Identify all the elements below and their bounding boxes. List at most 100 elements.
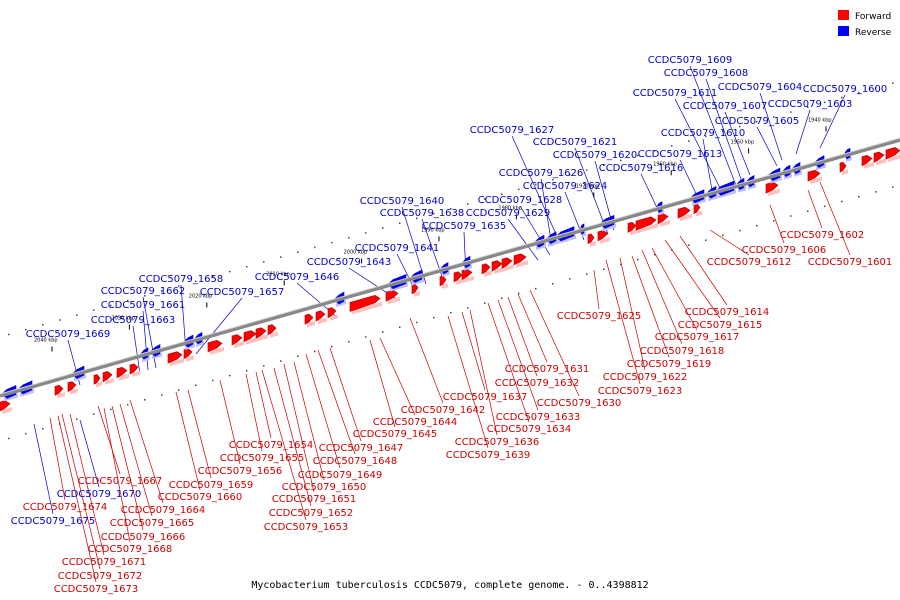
forward-gene-label[interactable]: CCDC5079_1623: [598, 386, 683, 397]
reverse-gene-label[interactable]: CCDC5079_1608: [664, 68, 749, 79]
reverse-gene-label[interactable]: CCDC5079_1638: [380, 208, 465, 219]
reverse-gene-label[interactable]: CCDC5079_1621: [533, 137, 618, 148]
forward-gene-arrow[interactable]: [481, 263, 491, 275]
reverse-gene-label[interactable]: CCDC5079_1607: [683, 101, 768, 112]
forward-gene-arrow[interactable]: [501, 257, 513, 269]
forward-gene-arrow[interactable]: [807, 169, 821, 182]
reverse-gene-label[interactable]: CCDC5079_1613: [638, 149, 723, 160]
forward-gene-arrow[interactable]: [93, 374, 101, 385]
reverse-gene-label[interactable]: CCDC5079_1603: [768, 99, 853, 110]
reverse-gene-label[interactable]: CCDC5079_1624: [523, 181, 608, 192]
forward-gene-arrow[interactable]: [267, 324, 277, 336]
forward-gene-label[interactable]: CCDC5079_1618: [640, 346, 725, 357]
reverse-gene-label[interactable]: CCDC5079_1605: [715, 116, 800, 127]
forward-gene-label[interactable]: CCDC5079_1647: [319, 443, 404, 454]
forward-gene-label[interactable]: CCDC5079_1634: [487, 424, 572, 435]
reverse-gene-label[interactable]: CCDC5079_1610: [661, 128, 746, 139]
forward-gene-label[interactable]: CCDC5079_1639: [446, 450, 531, 461]
forward-gene-label[interactable]: CCDC5079_1667: [78, 476, 163, 487]
forward-gene-arrow[interactable]: [349, 295, 381, 312]
forward-gene-label[interactable]: CCDC5079_1617: [655, 332, 740, 343]
forward-gene-label[interactable]: CCDC5079_1666: [101, 532, 186, 543]
forward-gene-label[interactable]: CCDC5079_1614: [685, 307, 770, 318]
forward-gene-label[interactable]: CCDC5079_1651: [272, 494, 357, 505]
forward-gene-label[interactable]: CCDC5079_1649: [298, 470, 383, 481]
reverse-gene-label[interactable]: CCDC5079_1670: [57, 489, 142, 500]
reverse-gene-label[interactable]: CCDC5079_1626: [499, 168, 584, 179]
reverse-gene-label[interactable]: CCDC5079_1628: [478, 195, 563, 206]
forward-gene-label[interactable]: CCDC5079_1625: [557, 311, 642, 322]
forward-gene-arrow[interactable]: [67, 381, 77, 393]
forward-gene-arrow[interactable]: [315, 310, 326, 322]
reverse-gene-label[interactable]: CCDC5079_1627: [470, 125, 555, 136]
reverse-gene-label[interactable]: CCDC5079_1616: [599, 163, 684, 174]
forward-gene-label[interactable]: CCDC5079_1656: [198, 466, 283, 477]
forward-gene-arrow[interactable]: [873, 151, 885, 163]
reverse-gene-label[interactable]: CCDC5079_1658: [139, 274, 224, 285]
forward-gene-arrow[interactable]: [102, 371, 113, 383]
forward-gene-arrow[interactable]: [491, 260, 503, 272]
forward-gene-label[interactable]: CCDC5079_1671: [62, 557, 147, 568]
forward-gene-label[interactable]: CCDC5079_1672: [58, 571, 143, 582]
forward-gene-arrow[interactable]: [54, 384, 64, 396]
forward-gene-arrow[interactable]: [627, 221, 637, 233]
forward-gene-label[interactable]: CCDC5079_1601: [808, 257, 893, 268]
forward-gene-label[interactable]: CCDC5079_1665: [110, 518, 195, 529]
forward-gene-label[interactable]: CCDC5079_1632: [495, 378, 580, 389]
forward-gene-label[interactable]: CCDC5079_1637: [443, 392, 528, 403]
forward-gene-label[interactable]: CCDC5079_1619: [627, 359, 712, 370]
forward-gene-label[interactable]: CCDC5079_1631: [505, 364, 590, 375]
forward-gene-label[interactable]: CCDC5079_1655: [220, 453, 305, 464]
reverse-gene-label[interactable]: CCDC5079_1661: [101, 300, 186, 311]
forward-gene-label[interactable]: CCDC5079_1615: [678, 320, 763, 331]
forward-gene-label[interactable]: CCDC5079_1602: [780, 230, 865, 241]
forward-gene-label[interactable]: CCDC5079_1642: [401, 405, 486, 416]
forward-gene-label[interactable]: CCDC5079_1659: [169, 480, 254, 491]
forward-gene-arrow[interactable]: [116, 366, 128, 379]
reverse-gene-label[interactable]: CCDC5079_1657: [200, 287, 285, 298]
forward-gene-arrow[interactable]: [327, 307, 337, 319]
reverse-gene-label[interactable]: CCDC5079_1643: [307, 257, 392, 268]
forward-gene-label[interactable]: CCDC5079_1644: [373, 417, 458, 428]
forward-gene-arrow[interactable]: [587, 233, 595, 245]
forward-gene-label[interactable]: CCDC5079_1664: [121, 505, 206, 516]
forward-gene-label[interactable]: CCDC5079_1674: [23, 502, 108, 513]
reverse-gene-label[interactable]: CCDC5079_1620: [553, 150, 638, 161]
forward-gene-arrow[interactable]: [513, 253, 527, 266]
reverse-gene-label[interactable]: CCDC5079_1611: [633, 88, 718, 99]
reverse-gene-label[interactable]: CCDC5079_1609: [648, 55, 733, 66]
reverse-gene-label[interactable]: CCDC5079_1640: [360, 196, 445, 207]
forward-gene-label[interactable]: CCDC5079_1612: [707, 257, 792, 268]
forward-gene-label[interactable]: CCDC5079_1668: [88, 544, 173, 555]
forward-gene-arrow[interactable]: [167, 351, 183, 364]
forward-gene-arrow[interactable]: [231, 334, 243, 346]
forward-gene-label[interactable]: CCDC5079_1636: [455, 437, 540, 448]
forward-gene-label[interactable]: CCDC5079_1660: [158, 492, 243, 503]
reverse-gene-label[interactable]: CCDC5079_1669: [26, 329, 111, 340]
forward-gene-label[interactable]: CCDC5079_1633: [496, 412, 581, 423]
reverse-gene-label[interactable]: CCDC5079_1662: [101, 286, 186, 297]
forward-gene-label[interactable]: CCDC5079_1673: [54, 584, 139, 595]
reverse-gene-label[interactable]: CCDC5079_1629: [466, 208, 551, 219]
forward-gene-arrow[interactable]: [129, 363, 139, 375]
forward-gene-label[interactable]: CCDC5079_1606: [742, 245, 827, 256]
forward-gene-arrow[interactable]: [885, 147, 900, 160]
forward-gene-label[interactable]: CCDC5079_1630: [537, 398, 622, 409]
forward-gene-arrow[interactable]: [207, 339, 223, 353]
forward-gene-arrow[interactable]: [255, 327, 267, 339]
forward-gene-label[interactable]: CCDC5079_1648: [313, 456, 398, 467]
forward-gene-label[interactable]: CCDC5079_1650: [282, 482, 367, 493]
reverse-gene-label[interactable]: CCDC5079_1663: [91, 315, 176, 326]
reverse-gene-label[interactable]: CCDC5079_1600: [803, 84, 888, 95]
forward-gene-arrow[interactable]: [635, 216, 657, 231]
forward-gene-arrow[interactable]: [243, 330, 257, 343]
reverse-gene-label[interactable]: CCDC5079_1635: [422, 221, 507, 232]
forward-gene-label[interactable]: CCDC5079_1654: [229, 440, 314, 451]
forward-gene-label[interactable]: CCDC5079_1622: [603, 372, 688, 383]
forward-gene-label[interactable]: CCDC5079_1645: [353, 429, 438, 440]
reverse-gene-label[interactable]: CCDC5079_1675: [11, 516, 96, 527]
forward-gene-arrow[interactable]: [861, 155, 873, 167]
forward-gene-arrow[interactable]: [677, 206, 691, 219]
reverse-gene-label[interactable]: CCDC5079_1641: [355, 243, 440, 254]
forward-gene-label[interactable]: CCDC5079_1653: [264, 522, 349, 533]
